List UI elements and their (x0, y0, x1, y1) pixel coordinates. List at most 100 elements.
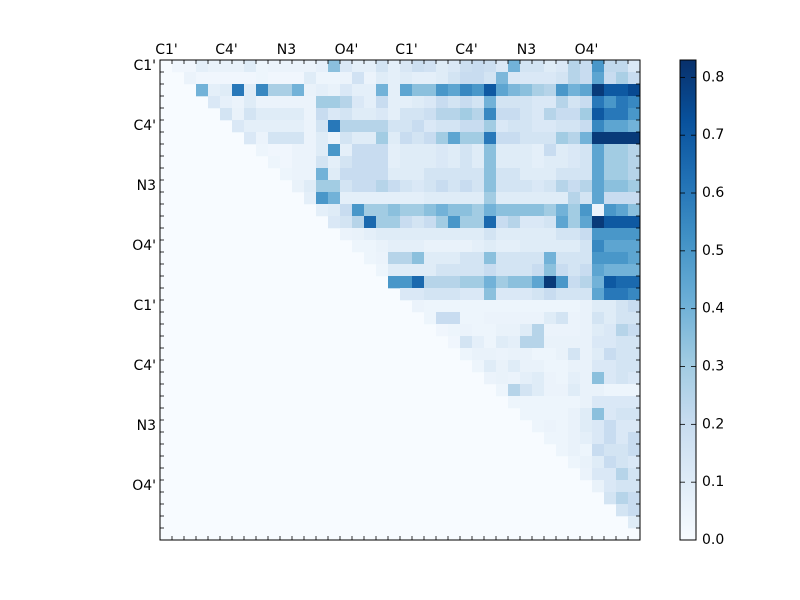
heatmap-cell (448, 276, 461, 289)
heatmap-cell (532, 372, 545, 385)
heatmap-cell (448, 132, 461, 145)
heatmap-cell (568, 372, 581, 385)
heatmap-cell (448, 204, 461, 217)
heatmap-cell (604, 108, 617, 121)
heatmap-cell (604, 492, 617, 505)
heatmap-cell (568, 360, 581, 373)
heatmap-cell (280, 60, 293, 73)
heatmap-cell (580, 216, 593, 229)
heatmap-cell (616, 156, 629, 169)
y-tick-labels: C1' C4' N3 O4' C1' C4' N3 O4' (132, 58, 156, 494)
heatmap-cell (508, 144, 521, 157)
heatmap-cell (532, 60, 545, 73)
heatmap-cell (532, 384, 545, 397)
heatmap-cell (520, 252, 533, 265)
heatmap-cell (496, 180, 509, 193)
heatmap-cell (364, 180, 377, 193)
heatmap-cell (508, 240, 521, 253)
heatmap-cell (544, 84, 557, 97)
heatmap-cell (628, 168, 641, 181)
heatmap-cell (544, 312, 557, 325)
heatmap-cell (616, 396, 629, 409)
heatmap-cell (508, 252, 521, 265)
heatmap-cell (520, 216, 533, 229)
heatmap-cell (508, 336, 521, 349)
heatmap-cell (628, 60, 641, 73)
heatmap-cell (580, 408, 593, 421)
heatmap-cell (460, 348, 473, 361)
heatmap-cell (628, 156, 641, 169)
heatmap-cell (628, 264, 641, 277)
heatmap-cell (376, 264, 389, 277)
heatmap-cell (484, 228, 497, 241)
heatmap-cell (592, 144, 605, 157)
heatmap-cell (196, 84, 209, 97)
heatmap-cell (436, 240, 449, 253)
heatmap-cell (328, 132, 341, 145)
heatmap-cell (604, 132, 617, 145)
heatmap-cell (256, 60, 269, 73)
y-tick-label: N3 (137, 178, 156, 194)
colorbar-tick-label: 0.8 (702, 69, 724, 85)
heatmap-cell (352, 60, 365, 73)
heatmap-cell (304, 156, 317, 169)
y-tick-label: C1' (133, 58, 156, 74)
heatmap-cell (388, 72, 401, 85)
heatmap-cell (400, 96, 413, 109)
heatmap-cell (604, 432, 617, 445)
heatmap-cell (496, 192, 509, 205)
heatmap-cell (268, 108, 281, 121)
heatmap-cell (604, 384, 617, 397)
heatmap-cell (532, 408, 545, 421)
heatmap-cell (568, 132, 581, 145)
heatmap-cell (220, 60, 233, 73)
heatmap-cell (280, 168, 293, 181)
heatmap-cell (472, 120, 485, 133)
heatmap-cell (544, 204, 557, 217)
heatmap-cell (616, 120, 629, 133)
heatmap-cell (520, 192, 533, 205)
heatmap-cell (448, 312, 461, 325)
heatmap-cell (556, 360, 569, 373)
heatmap-cell (544, 120, 557, 133)
heatmap-cell (592, 192, 605, 205)
heatmap-cell (340, 144, 353, 157)
heatmap-cell (424, 132, 437, 145)
heatmap-cell (412, 120, 425, 133)
colorbar-tick-label: 0.4 (702, 301, 724, 317)
heatmap-cell (496, 336, 509, 349)
heatmap-cell (496, 132, 509, 145)
heatmap-cell (388, 120, 401, 133)
heatmap-cell (532, 216, 545, 229)
heatmap-cell (352, 156, 365, 169)
heatmap-cell (316, 120, 329, 133)
heatmap-cell (484, 288, 497, 301)
heatmap-cell (484, 240, 497, 253)
heatmap-cell (436, 276, 449, 289)
heatmap-cell (340, 96, 353, 109)
heatmap-cell (388, 204, 401, 217)
heatmap-cell (508, 156, 521, 169)
heatmap-cell (472, 252, 485, 265)
heatmap-cell (616, 72, 629, 85)
heatmap-cell (460, 132, 473, 145)
heatmap-cell (532, 336, 545, 349)
heatmap-cell (484, 72, 497, 85)
heatmap-cell (580, 432, 593, 445)
colorbar: 0.0 0.1 0.2 0.3 0.4 0.5 0.6 0.7 0.8 (679, 59, 724, 548)
heatmap-cell (412, 264, 425, 277)
heatmap-cell (472, 180, 485, 193)
heatmap-cell (328, 144, 341, 157)
heatmap-cell (484, 348, 497, 361)
heatmap-cell (388, 264, 401, 277)
heatmap-cell (616, 252, 629, 265)
heatmap-cell (316, 84, 329, 97)
heatmap-cell (316, 204, 329, 217)
heatmap-cell (556, 216, 569, 229)
heatmap-cell (304, 60, 317, 73)
heatmap-cell (328, 168, 341, 181)
heatmap-cell (568, 192, 581, 205)
heatmap-cell (232, 60, 245, 73)
heatmap-cell (460, 108, 473, 121)
heatmap-cell (436, 300, 449, 313)
